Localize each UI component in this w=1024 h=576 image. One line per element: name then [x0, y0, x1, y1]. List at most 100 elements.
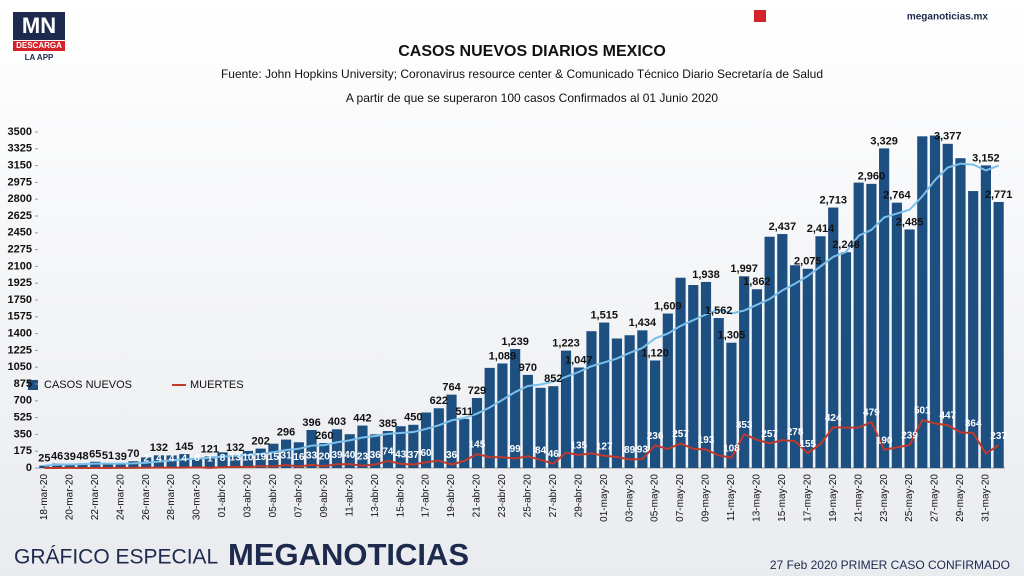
y-tick-label: 3150	[8, 160, 32, 172]
y-tick-label: 1050	[8, 361, 32, 373]
x-tick-label: 25-may-20	[904, 474, 915, 522]
x-tick-label: 01-abr-20	[217, 474, 228, 518]
bar	[64, 464, 75, 468]
data-label: 2,075	[794, 256, 822, 268]
y-tick-label: 2275	[8, 244, 32, 256]
logo: MN	[22, 13, 56, 38]
data-label: 37	[408, 450, 420, 461]
data-label: 442	[353, 412, 371, 424]
data-label: 127	[596, 441, 613, 452]
bar	[497, 363, 508, 468]
y-tick-label: 2100	[8, 260, 32, 272]
x-tick-label: 22-mar-20	[90, 474, 101, 521]
bar	[459, 418, 470, 468]
data-label: 10	[242, 453, 254, 464]
x-tick-label: 21-abr-20	[472, 474, 483, 518]
bar	[904, 229, 915, 468]
bar	[840, 252, 852, 468]
data-label: 1,120	[641, 347, 669, 359]
data-label: 46	[548, 449, 560, 460]
x-tick-label: 17-may-20	[802, 474, 813, 522]
logo-box	[13, 12, 65, 40]
y-tick-label: 2625	[8, 210, 32, 222]
bar	[891, 202, 902, 468]
data-label: 237	[990, 431, 1007, 442]
x-tick-label: 23-may-20	[879, 474, 890, 522]
data-label: 36	[370, 450, 382, 461]
y-tick-label: 2450	[8, 227, 32, 239]
data-label: 8	[194, 453, 200, 464]
data-label: 501	[914, 406, 931, 417]
data-label: 1,239	[501, 336, 529, 348]
bar	[713, 318, 724, 468]
data-label: 132	[150, 442, 168, 454]
x-tick-label: 17-abr-20	[421, 474, 432, 518]
bar	[980, 165, 992, 468]
data-label: 60	[421, 448, 433, 459]
x-tick-label: 19-abr-20	[446, 474, 457, 518]
data-label: 145	[469, 440, 486, 451]
y-tick-label: 875	[14, 378, 32, 390]
x-tick-label: 25-abr-20	[523, 474, 534, 518]
x-tick-label: 31-may-20	[981, 474, 992, 522]
bar	[446, 394, 457, 468]
x-tick-label: 13-may-20	[752, 474, 763, 522]
data-label: 385	[379, 418, 397, 430]
data-label: 2	[143, 453, 149, 464]
bar	[688, 285, 699, 468]
y-tick-label: 3500	[8, 126, 32, 138]
x-tick-label: 24-mar-20	[115, 474, 126, 521]
data-label: 74	[382, 447, 394, 458]
bar	[128, 461, 139, 468]
bar	[179, 454, 190, 468]
bar	[166, 455, 177, 468]
data-label: 89	[624, 445, 636, 456]
bar	[700, 281, 712, 468]
x-tick-label: 05-abr-20	[268, 474, 279, 518]
data-label: 764	[442, 382, 461, 394]
bar	[815, 236, 826, 468]
data-label: 3,329	[870, 135, 898, 147]
data-label: 1,609	[654, 300, 682, 312]
x-tick-label: 03-abr-20	[243, 474, 254, 518]
bar	[522, 374, 533, 468]
bar	[573, 367, 584, 468]
legend-swatch	[28, 380, 38, 390]
bar	[319, 443, 330, 468]
bar	[102, 463, 114, 468]
data-label: 3,152	[972, 152, 1000, 164]
bar	[611, 338, 623, 468]
bar	[39, 465, 50, 468]
legend-label: CASOS NUEVOS	[44, 379, 132, 391]
data-label: 70	[127, 448, 139, 460]
bar	[726, 342, 737, 468]
bar	[853, 182, 864, 469]
bar	[204, 456, 215, 468]
y-tick-label: 2800	[8, 193, 32, 205]
bar	[268, 443, 279, 468]
bar	[879, 148, 890, 468]
bar	[357, 425, 368, 468]
data-label: 364	[965, 419, 982, 430]
x-tick-label: 11-abr-20	[344, 474, 355, 517]
bar	[955, 158, 966, 468]
bar	[408, 424, 419, 468]
data-label: 2,764	[883, 190, 911, 202]
x-tick-label: 05-may-20	[650, 474, 661, 522]
data-label: 396	[302, 417, 320, 429]
bar	[217, 452, 228, 468]
data-label: 145	[175, 441, 193, 453]
data-label: 1,434	[629, 317, 657, 329]
bar	[637, 330, 648, 468]
y-tick-label: 350	[14, 428, 32, 440]
data-label: 236	[647, 431, 664, 442]
site: meganoticias.mx	[907, 12, 989, 23]
data-label: 260	[315, 430, 333, 442]
footer-brand: MEGANOTICIAS	[228, 537, 469, 572]
data-label: 511	[455, 406, 473, 418]
data-label: 1,515	[590, 309, 618, 321]
data-label: 447	[939, 411, 956, 422]
bar	[77, 463, 88, 468]
